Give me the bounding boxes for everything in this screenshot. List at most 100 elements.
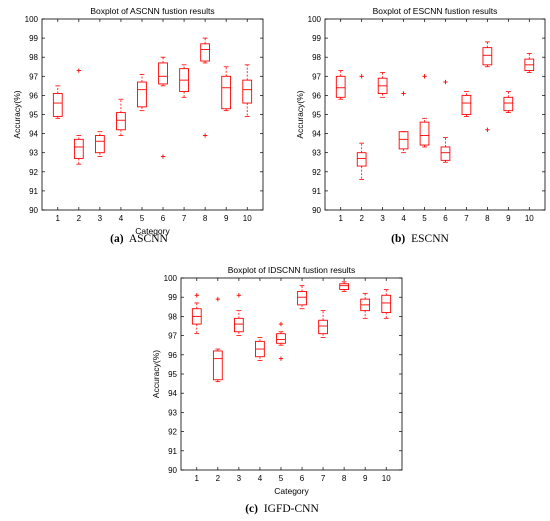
panel-b-escnn: 90 91 92 93 94 95 96 97 98 99 100 1 2 3 4 5 6 7 8 9 10 Boxplo… — [295, 6, 546, 223]
box-iqr — [335, 75, 346, 98]
x-tick-label-b: 5 — [422, 214, 427, 223]
y-tick-label-a: 94 — [29, 130, 38, 139]
box-a-5 — [137, 73, 147, 112]
box-c-10 — [381, 289, 392, 319]
box-b-6 — [440, 79, 451, 163]
y-tick-label-a: 96 — [29, 91, 38, 100]
y-tick-label-a: 90 — [29, 206, 38, 215]
y-tick-label-b: 98 — [312, 53, 321, 62]
box-iqr — [503, 96, 514, 112]
chart-title-a: Boxplot of ASCNN fustion results — [90, 6, 214, 16]
y-tick-label-b: 94 — [312, 130, 321, 139]
y-tick-label-b: 96 — [312, 91, 321, 100]
box-a-8 — [200, 37, 210, 138]
box-b-9 — [503, 91, 514, 113]
x-tick-label-c: 1 — [195, 474, 200, 483]
y-tick-label-b: 90 — [312, 206, 321, 215]
y-tick-label-a: 91 — [29, 187, 38, 196]
caption-b: (b) ESCNN — [391, 233, 449, 245]
outlier-marker — [278, 356, 284, 361]
caption-a: (a) ASCNN — [110, 233, 168, 245]
x-tick-label-b: 1 — [338, 214, 343, 223]
x-tick-label-a: 1 — [56, 214, 61, 223]
x-tick-label-a: 8 — [203, 214, 208, 223]
box-b-7 — [461, 91, 472, 117]
box-iqr — [276, 333, 286, 344]
y-tick-label-a: 100 — [25, 15, 39, 24]
outlier-marker — [401, 91, 406, 96]
box-c-4 — [255, 337, 265, 361]
caption-b-text: ESCNN — [411, 233, 449, 245]
y-tick-label-c: 96 — [168, 351, 177, 360]
x-tick-label-a: 3 — [98, 214, 103, 223]
box-c-6 — [297, 285, 307, 310]
y-tick-label-a: 99 — [29, 34, 38, 43]
x-tick-label-c: 4 — [258, 474, 263, 483]
box-iqr — [318, 319, 328, 335]
y-tick-label-c: 90 — [168, 466, 177, 475]
y-tick-label-c: 98 — [168, 312, 177, 321]
box-a-6 — [158, 56, 168, 159]
y-tick-label-c: 95 — [168, 370, 177, 379]
x-tick-label-b: 2 — [359, 214, 364, 223]
outlier-marker — [485, 127, 490, 132]
outlier-marker — [236, 293, 242, 298]
box-iqr — [440, 146, 451, 161]
outlier-marker — [160, 154, 166, 159]
panel-c-igfd-cnn: 90 91 92 93 94 95 96 97 98 99 100 1 2 3 4 5 6 7 8 9 10 Boxplo… — [151, 265, 403, 496]
outlier-marker — [76, 68, 82, 73]
box-iqr — [116, 112, 126, 131]
box-b-1 — [335, 70, 346, 100]
plot-frame-a — [41, 18, 264, 211]
x-tick-label-a: 10 — [243, 214, 252, 223]
x-tick-label-a: 9 — [224, 214, 229, 223]
chart-title-b: Boxplot of ESCNN fustion results — [373, 6, 498, 16]
y-tick-label-b: 92 — [312, 168, 321, 177]
y-tick-label-a: 93 — [29, 149, 38, 158]
x-tick-label-c: 3 — [237, 474, 242, 483]
box-iqr — [356, 152, 367, 167]
box-a-3 — [95, 131, 105, 157]
outlier-marker — [215, 296, 221, 302]
x-tick-label-b: 8 — [485, 214, 490, 223]
box-c-3 — [234, 293, 244, 337]
box-iqr — [242, 79, 253, 104]
box-a-1 — [52, 85, 63, 119]
y-tick-label-c: 100 — [164, 274, 178, 283]
caption-a-text: ASCNN — [129, 233, 169, 245]
box-iqr — [212, 350, 223, 381]
box-c-1 — [191, 293, 202, 335]
y-tick-label-a: 92 — [29, 168, 38, 177]
box-iqr — [461, 94, 472, 115]
outlier-marker — [422, 74, 427, 79]
caption-a-label: (a) — [110, 233, 124, 245]
box-iqr — [419, 121, 430, 146]
box-b-3 — [377, 72, 388, 98]
y-axis-label-a: Accuracy(%) — [12, 90, 22, 138]
box-iqr — [52, 93, 63, 117]
box-c-9 — [360, 292, 371, 319]
box-c-2 — [212, 296, 223, 383]
y-tick-label-a: 97 — [29, 72, 38, 81]
box-iqr — [482, 47, 493, 66]
x-tick-label-b: 7 — [464, 214, 469, 223]
y-tick-label-b: 91 — [312, 187, 321, 196]
chart-title-c: Boxplot of IDSCNN fustion results — [228, 265, 356, 275]
y-tick-label-a: 95 — [29, 111, 38, 120]
x-tick-label-c: 7 — [321, 474, 326, 483]
box-iqr — [200, 43, 210, 62]
y-tick-label-c: 92 — [168, 428, 177, 437]
y-tick-label-c: 97 — [168, 332, 177, 341]
caption-b-label: (b) — [391, 233, 405, 245]
box-iqr — [73, 138, 84, 159]
panel-a-ascnn: 90 91 92 93 94 95 96 97 98 99 100 1 2 3 4 5 6 7 8 9 10 Boxplo… — [12, 6, 264, 236]
x-tick-label-c: 9 — [363, 474, 368, 483]
y-tick-label-b: 100 — [308, 15, 322, 24]
box-iqr — [398, 131, 409, 150]
y-tick-label-c: 93 — [168, 408, 177, 417]
plot-frame-c — [180, 277, 403, 471]
x-axis-label-c: Category — [274, 486, 309, 496]
box-iqr — [234, 317, 244, 333]
outlier-marker — [194, 293, 199, 298]
box-iqr — [95, 135, 105, 154]
